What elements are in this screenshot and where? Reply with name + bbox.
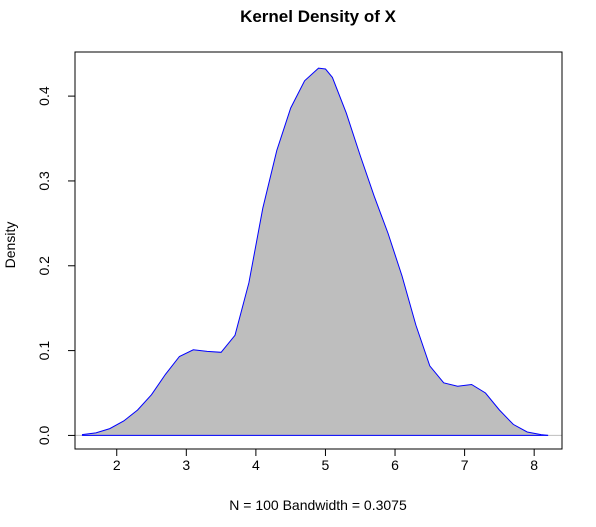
x-tick-label: 2 <box>113 457 121 473</box>
plot-area <box>75 67 562 436</box>
x-axis: 2 3 4 5 6 7 8 <box>113 448 538 473</box>
y-tick-label: 0.3 <box>36 171 52 191</box>
y-axis: 0.0 0.1 0.2 0.3 0.4 <box>36 86 76 445</box>
x-tick-label: 6 <box>391 457 399 473</box>
x-tick-label: 5 <box>322 457 330 473</box>
y-tick-label: 0.0 <box>36 425 52 445</box>
x-axis-label: N = 100 Bandwidth = 0.3075 <box>229 497 407 513</box>
x-tick-label: 3 <box>182 457 190 473</box>
y-tick-label: 0.2 <box>36 256 52 276</box>
density-area <box>82 68 549 436</box>
y-tick-label: 0.1 <box>36 341 52 361</box>
x-tick-label: 4 <box>252 457 260 473</box>
density-curve <box>81 67 549 436</box>
x-tick-label: 7 <box>461 457 469 473</box>
y-axis-label: Density <box>2 222 18 269</box>
chart-title: Kernel Density of X <box>240 7 397 26</box>
x-tick-label: 8 <box>530 457 538 473</box>
y-tick-label: 0.4 <box>36 86 52 106</box>
